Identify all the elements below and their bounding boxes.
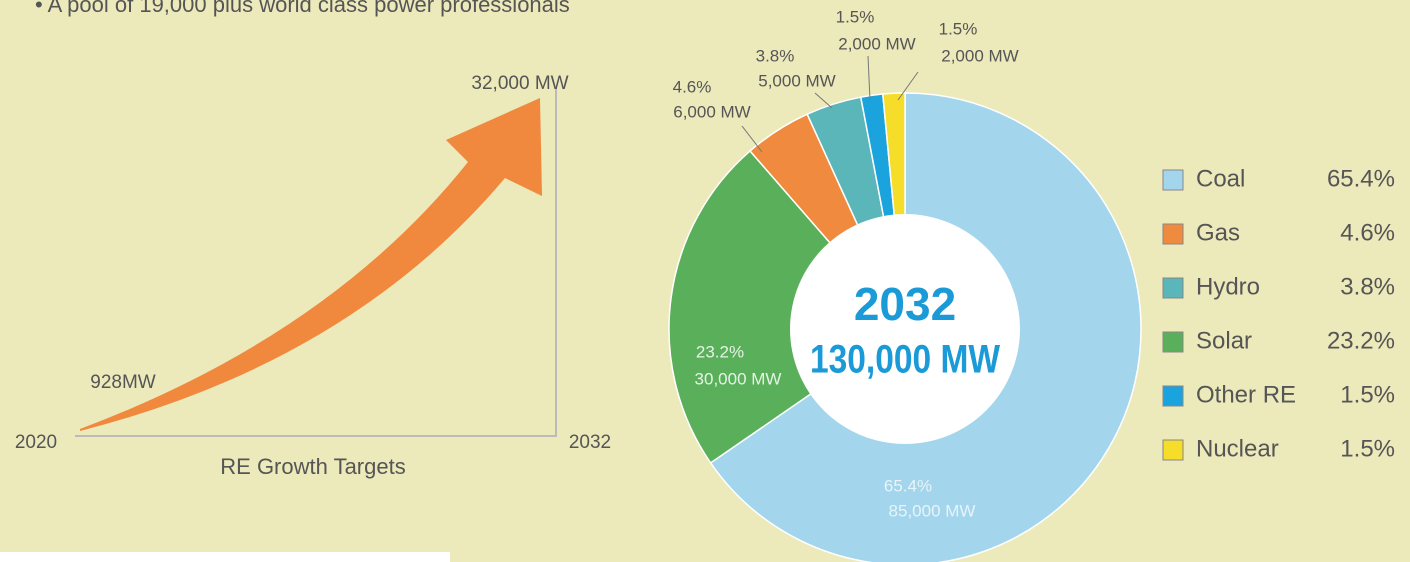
white-box [0, 552, 450, 562]
legend-swatch [1162, 331, 1184, 353]
leader-line [741, 125, 763, 153]
slice-mw: 30,000 MW [695, 369, 782, 388]
slice-mw: 5,000 MW [758, 71, 835, 90]
legend-value: 1.5% [1340, 381, 1395, 408]
legend-value: 1.5% [1340, 435, 1395, 462]
growth-start-label: 928MW [90, 372, 156, 393]
legend-swatch [1162, 223, 1184, 245]
slice-percent: 1.5% [836, 7, 875, 26]
legend-value: 23.2% [1327, 327, 1395, 354]
center-subtitle: 130,000 MW [810, 338, 1000, 382]
bullet-text: • A pool of 19,000 plus world class powe… [35, 0, 570, 17]
center-title: 2032 [854, 278, 956, 330]
legend-label: Coal [1196, 165, 1245, 192]
slice-percent: 23.2% [696, 342, 744, 361]
legend-label: Gas [1196, 219, 1240, 246]
growth-start-year: 2020 [15, 432, 57, 453]
slice-percent: 65.4% [884, 476, 932, 495]
growth-arrow [80, 98, 542, 431]
legend-value: 65.4% [1327, 165, 1395, 192]
slice-mw: 2,000 MW [941, 46, 1018, 65]
legend-swatch [1162, 439, 1184, 461]
legend-swatch [1162, 277, 1184, 299]
donut-chart: 2032 130,000 MW 65.4% 85,000 MW Coal 65.4% 4.6… [668, 7, 1395, 562]
legend-label: Solar [1196, 327, 1252, 354]
legend-swatch [1162, 169, 1184, 191]
legend-label: Hydro [1196, 273, 1260, 300]
slice-mw: 6,000 MW [673, 102, 750, 121]
growth-caption: RE Growth Targets [220, 454, 405, 479]
slice-mw: 85,000 MW [889, 501, 976, 520]
legend-label: Other RE [1196, 381, 1296, 408]
legend-swatch [1162, 385, 1184, 407]
slice-percent: 1.5% [939, 19, 978, 38]
growth-end-year: 2032 [569, 432, 611, 453]
legend-value: 3.8% [1340, 273, 1395, 300]
slice-mw: 2,000 MW [838, 34, 915, 53]
leader-line [814, 92, 833, 109]
leader-line [897, 71, 919, 101]
legend-value: 4.6% [1340, 219, 1395, 246]
growth-end-label: 32,000 MW [471, 73, 568, 94]
donut-slice [668, 149, 907, 464]
leader-line [867, 55, 871, 101]
slice-percent: 3.8% [756, 46, 795, 65]
legend-label: Nuclear [1196, 435, 1279, 462]
donut-hole [790, 214, 1020, 444]
slice-percent: 4.6% [673, 77, 712, 96]
